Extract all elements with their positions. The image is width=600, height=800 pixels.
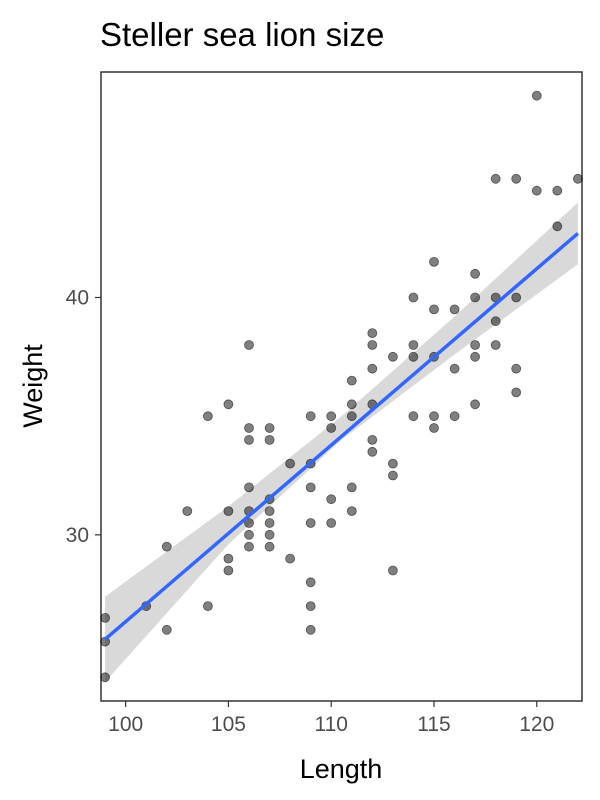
data-point xyxy=(244,434,254,445)
data-point xyxy=(305,411,316,422)
data-point xyxy=(326,411,337,422)
data-point xyxy=(244,482,254,493)
confidence-band-layer xyxy=(105,202,578,682)
data-point xyxy=(346,375,357,386)
data-point xyxy=(223,565,234,576)
data-point xyxy=(346,482,357,493)
data-point xyxy=(100,672,110,683)
x-tick-label: 105 xyxy=(211,713,246,736)
data-point xyxy=(490,316,501,327)
data-point xyxy=(367,340,378,350)
y-tick-label: 30 xyxy=(66,524,89,547)
trend-line xyxy=(103,232,580,641)
data-point xyxy=(449,363,460,374)
data-point xyxy=(305,624,316,635)
y-tick-label: 40 xyxy=(66,286,89,309)
data-point xyxy=(490,173,501,184)
data-point xyxy=(182,506,193,517)
data-point xyxy=(367,328,378,339)
data-point xyxy=(305,518,316,528)
data-point xyxy=(511,387,522,398)
data-point xyxy=(429,304,439,315)
confidence-band xyxy=(105,202,578,682)
data-point xyxy=(552,185,563,196)
x-tick-label: 120 xyxy=(519,713,554,736)
x-tick-label: 110 xyxy=(314,713,347,736)
data-point xyxy=(387,470,398,481)
data-point xyxy=(326,494,337,505)
data-point xyxy=(408,351,419,362)
data-point xyxy=(202,601,213,611)
data-point xyxy=(531,90,542,101)
data-point xyxy=(244,529,254,540)
data-point xyxy=(100,613,110,623)
data-point xyxy=(264,529,275,540)
data-point xyxy=(511,173,522,184)
data-point xyxy=(346,411,357,422)
data-point xyxy=(408,411,419,422)
data-point xyxy=(470,399,481,410)
data-point xyxy=(326,423,337,433)
data-point xyxy=(408,340,419,350)
data-point xyxy=(387,351,398,362)
trend-line-layer xyxy=(103,232,580,641)
data-point xyxy=(346,399,357,410)
data-point xyxy=(429,423,439,433)
data-point xyxy=(531,185,542,196)
data-point xyxy=(264,518,275,528)
data-point xyxy=(429,256,439,267)
data-point xyxy=(367,363,378,374)
x-axis-title: Length xyxy=(300,754,383,784)
data-point xyxy=(552,221,563,232)
data-point xyxy=(511,292,522,303)
data-point xyxy=(223,506,234,517)
data-point xyxy=(161,541,172,552)
data-point xyxy=(264,541,275,552)
data-point xyxy=(470,268,481,279)
data-point xyxy=(326,518,337,528)
data-point xyxy=(408,292,419,303)
data-point xyxy=(223,553,234,564)
data-point xyxy=(470,351,481,362)
y-axis-title: Weight xyxy=(18,344,48,428)
data-point xyxy=(244,541,254,552)
y-axis: 30 40 xyxy=(66,286,101,547)
data-point xyxy=(449,304,460,315)
data-point xyxy=(305,577,316,588)
data-point xyxy=(202,411,213,422)
plot-panel xyxy=(100,71,583,702)
data-point xyxy=(449,411,460,422)
data-point xyxy=(470,340,481,350)
x-tick-label: 115 xyxy=(417,713,450,736)
data-point xyxy=(470,292,481,303)
data-point xyxy=(346,506,357,517)
data-point xyxy=(367,446,378,457)
data-point xyxy=(285,458,296,469)
data-point xyxy=(264,506,275,517)
data-point xyxy=(244,518,254,528)
chart-title: Steller sea lion size xyxy=(100,16,384,53)
x-tick-label: 100 xyxy=(108,713,143,736)
data-point xyxy=(387,565,398,576)
data-point xyxy=(490,340,501,350)
data-point xyxy=(367,434,378,445)
data-point xyxy=(387,458,398,469)
data-point xyxy=(264,434,275,445)
data-point xyxy=(264,423,275,433)
data-point xyxy=(223,399,234,410)
data-point xyxy=(511,363,522,374)
points-layer xyxy=(100,90,583,683)
data-point xyxy=(244,340,254,350)
data-point xyxy=(429,411,439,422)
data-point xyxy=(285,553,296,564)
x-axis: 100 105 110 115 120 xyxy=(108,701,554,736)
data-point xyxy=(573,173,583,184)
data-point xyxy=(161,624,172,635)
data-point xyxy=(244,423,254,433)
data-point xyxy=(305,601,316,611)
data-point xyxy=(305,482,316,493)
